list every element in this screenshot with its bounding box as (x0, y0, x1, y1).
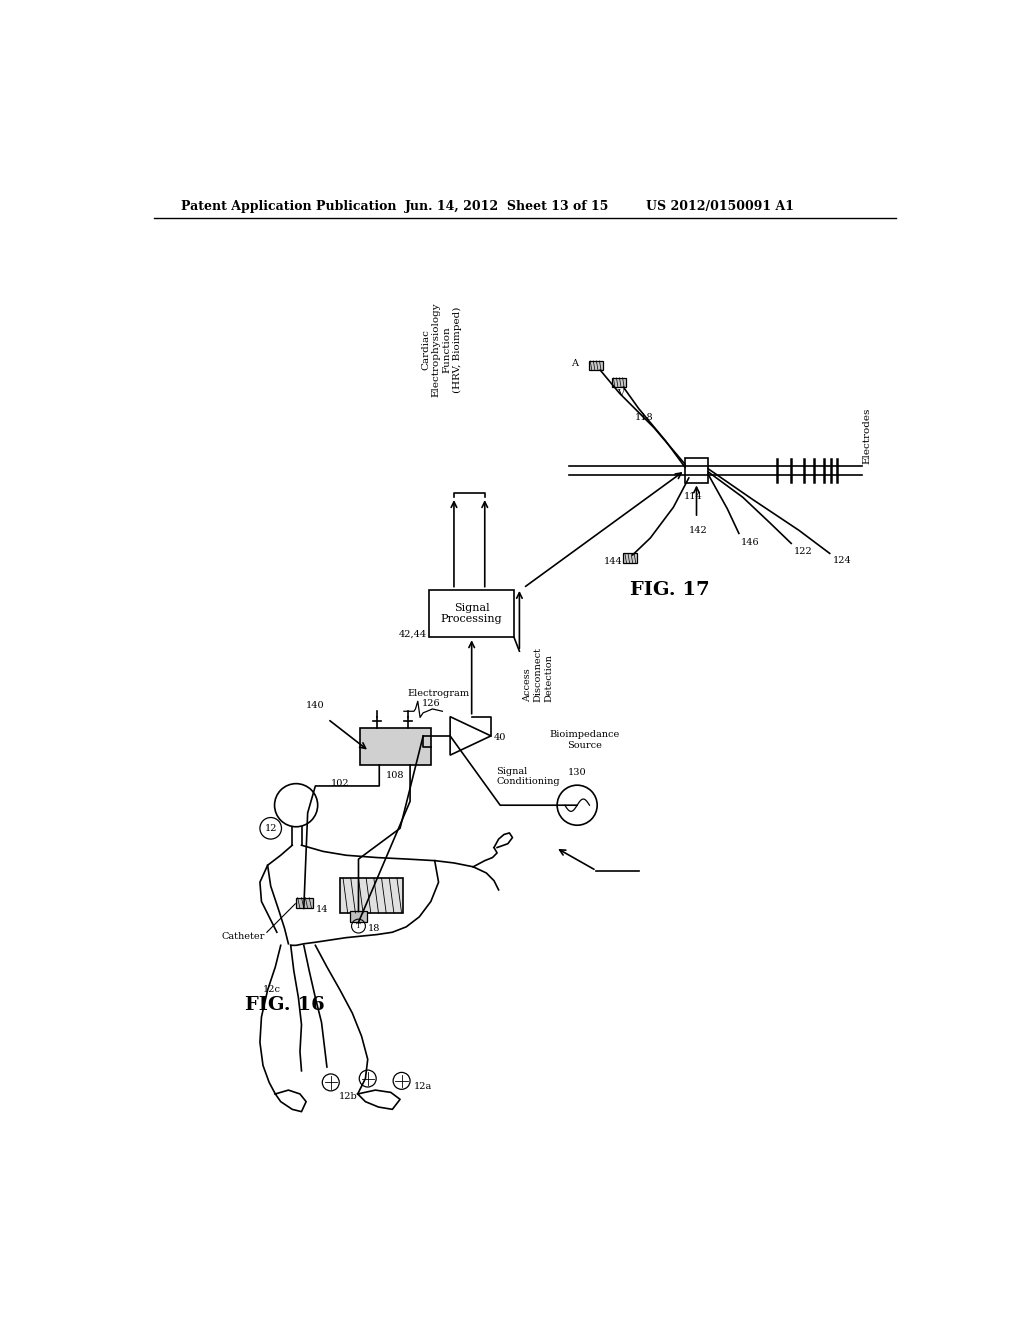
Text: 140: 140 (306, 701, 325, 710)
Bar (296, 898, 313, 908)
Text: 42,44: 42,44 (398, 630, 427, 639)
Text: 144: 144 (604, 557, 623, 565)
Text: 102: 102 (331, 779, 349, 788)
Text: US 2012/0150091 A1: US 2012/0150091 A1 (646, 199, 795, 213)
Text: Electrodes: Electrodes (862, 408, 871, 463)
Text: 12a: 12a (414, 1082, 432, 1090)
Bar (611, 378, 626, 387)
Text: Signal
Conditioning: Signal Conditioning (497, 767, 560, 787)
Text: Jun. 14, 2012  Sheet 13 of 15: Jun. 14, 2012 Sheet 13 of 15 (404, 199, 609, 213)
Text: Signal
Processing: Signal Processing (441, 603, 503, 624)
Bar (350, 911, 367, 923)
Text: Cardiac
Electrophysiology
Function
(HRV, Bioimped): Cardiac Electrophysiology Function (HRV,… (422, 302, 462, 397)
Text: FIG. 16: FIG. 16 (245, 997, 325, 1014)
Text: 18: 18 (368, 924, 380, 933)
Text: A: A (571, 359, 578, 368)
Text: 142: 142 (689, 525, 708, 535)
Bar (685, 458, 708, 483)
Text: FIG. 17: FIG. 17 (630, 581, 710, 598)
Text: 124: 124 (833, 557, 852, 565)
Text: Catheter: Catheter (222, 932, 265, 941)
Text: T: T (356, 923, 360, 931)
Bar (340, 878, 403, 913)
Bar (589, 360, 602, 370)
Text: 14: 14 (315, 904, 328, 913)
Text: V: V (617, 389, 625, 397)
Text: 130: 130 (568, 768, 587, 777)
Text: 12c: 12c (263, 986, 281, 994)
Text: 40: 40 (494, 733, 507, 742)
Text: Bioimpedance
Source: Bioimpedance Source (550, 730, 620, 750)
Bar (624, 553, 637, 562)
Bar (429, 590, 514, 638)
Text: 12: 12 (264, 824, 276, 833)
Text: Access
Disconnect
Detection: Access Disconnect Detection (523, 647, 553, 702)
Text: 108: 108 (386, 771, 404, 780)
Text: 118: 118 (635, 413, 653, 422)
Text: Electrogram: Electrogram (408, 689, 470, 698)
Text: 122: 122 (795, 548, 813, 556)
Text: 114: 114 (683, 492, 702, 500)
Text: Patent Application Publication: Patent Application Publication (180, 199, 396, 213)
Bar (360, 729, 431, 766)
Text: 126: 126 (422, 700, 440, 708)
Text: 12b: 12b (339, 1092, 357, 1101)
Text: 146: 146 (740, 539, 759, 546)
